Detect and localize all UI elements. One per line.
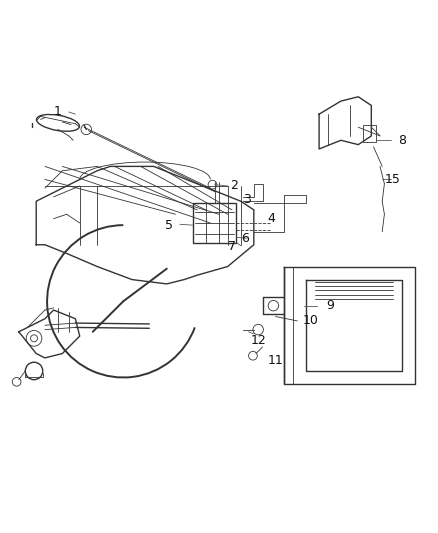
Bar: [193, 204, 237, 243]
Text: 3: 3: [244, 192, 251, 206]
Bar: [363, 125, 376, 142]
Text: 10: 10: [303, 314, 318, 327]
Text: 6: 6: [241, 232, 249, 245]
Text: 12: 12: [250, 334, 266, 347]
Text: 15: 15: [385, 173, 401, 186]
Text: 2: 2: [230, 180, 238, 192]
Text: 9: 9: [326, 299, 334, 312]
Text: 11: 11: [268, 353, 283, 367]
Text: 1: 1: [54, 106, 62, 118]
Text: 8: 8: [398, 134, 406, 147]
Text: 7: 7: [228, 240, 236, 253]
Text: 4: 4: [267, 212, 275, 225]
Text: 5: 5: [165, 219, 173, 232]
